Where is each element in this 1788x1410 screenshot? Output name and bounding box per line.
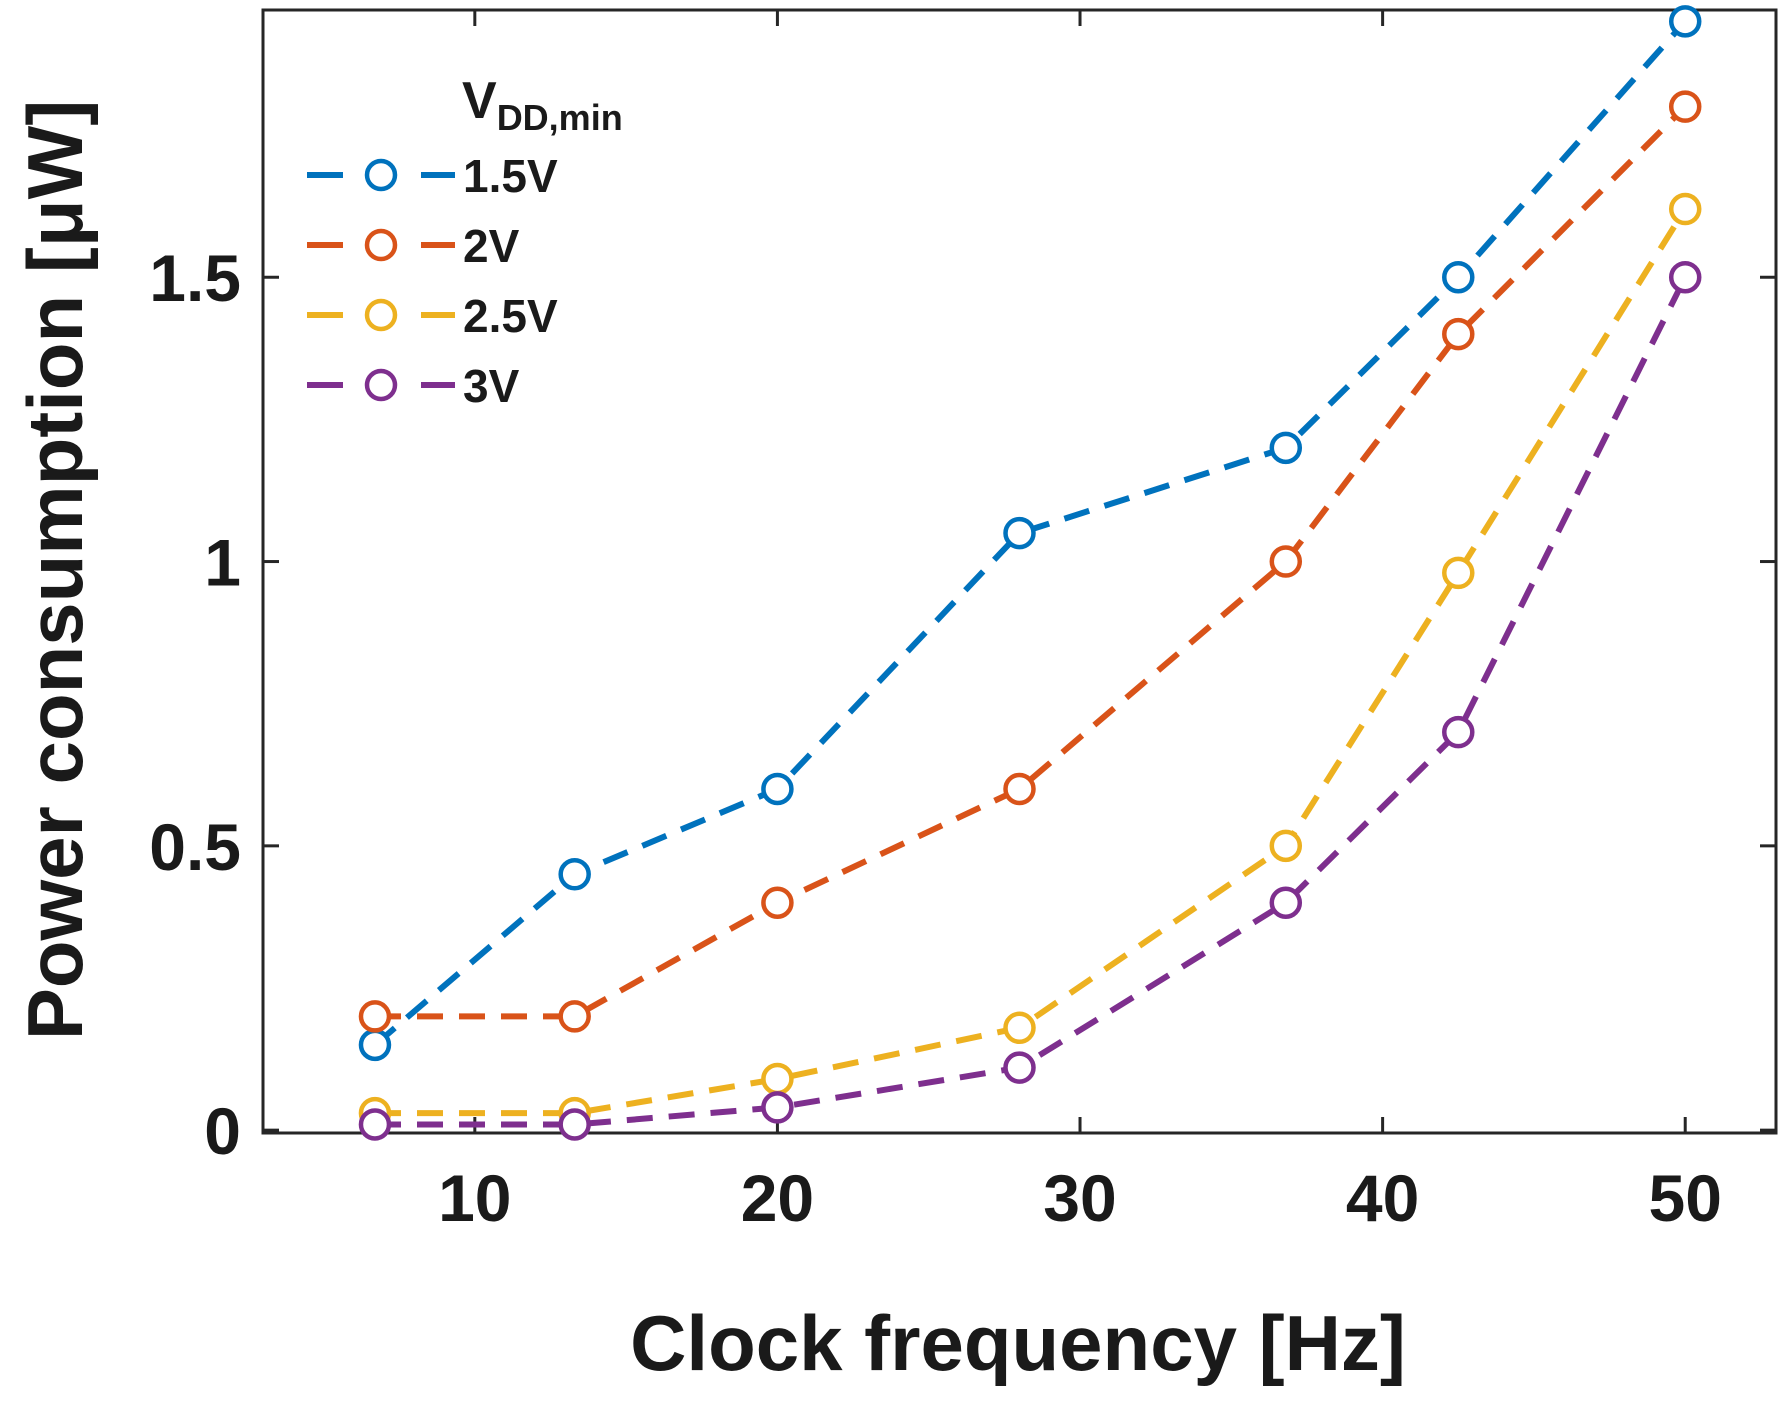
x-tick-label: 10 [438,1161,511,1235]
x-tick-label: 30 [1043,1161,1116,1235]
legend-marker [364,158,398,192]
series-line [375,275,1688,1128]
data-point [761,1062,794,1096]
data-point [1269,431,1303,465]
data-point [1003,516,1036,550]
data-point [1003,1051,1036,1084]
data-point [358,1028,392,1062]
data-point [761,886,794,919]
data-point [1003,772,1036,806]
data-point [1269,829,1303,863]
x-tick-label: 50 [1649,1161,1722,1235]
data-point [1442,556,1475,590]
legend-label: 3V [463,360,520,412]
series-2v [358,90,1702,1033]
series-2-5v [358,192,1702,1130]
data-point [558,1108,591,1141]
data-point [1668,260,1702,294]
legend-marker [364,368,398,402]
plot-frame [261,8,1778,1135]
y-tick-label: 1 [204,526,241,600]
data-point [1442,260,1475,294]
legend-title-subscript: DD,min [497,97,623,138]
legend-label: 2V [463,220,520,272]
legend-entry: 3V [307,360,520,412]
data-point [558,858,591,891]
x-tick-label: 40 [1346,1161,1419,1235]
data-point [1668,90,1702,123]
data-point [358,1000,392,1033]
y-tick-label: 0.5 [149,810,241,884]
series-1-5v [358,5,1702,1062]
legend-marker [364,298,398,332]
series-3v [358,260,1702,1141]
data-point [1442,317,1475,351]
data-point [558,1000,591,1033]
data-point [1668,192,1702,226]
data-point [1668,5,1702,38]
data-point [358,1108,392,1141]
x-axis-label: Clock frequency [Hz] [630,1299,1406,1387]
x-tick-label: 20 [741,1161,814,1235]
data-point [1269,886,1303,919]
series-line [375,207,1688,1117]
legend-entry: 1.5V [307,150,558,202]
y-tick-label: 1.5 [149,241,241,315]
legend-label: 2.5V [463,290,558,342]
data-point [1003,1011,1036,1045]
data-point [761,772,794,806]
legend-title: VDD,min [462,72,623,138]
data-point [1269,545,1303,578]
legend-title-main: V [462,72,497,130]
legend-label: 1.5V [463,150,558,202]
y-axis-label: Power consumption [μW] [11,100,99,1040]
data-point [761,1091,794,1124]
legend-entry: 2V [307,220,520,272]
legend-marker [364,228,398,262]
data-point [1442,715,1475,749]
legend-entry: 2.5V [307,290,558,342]
y-tick-label: 0 [204,1094,241,1168]
